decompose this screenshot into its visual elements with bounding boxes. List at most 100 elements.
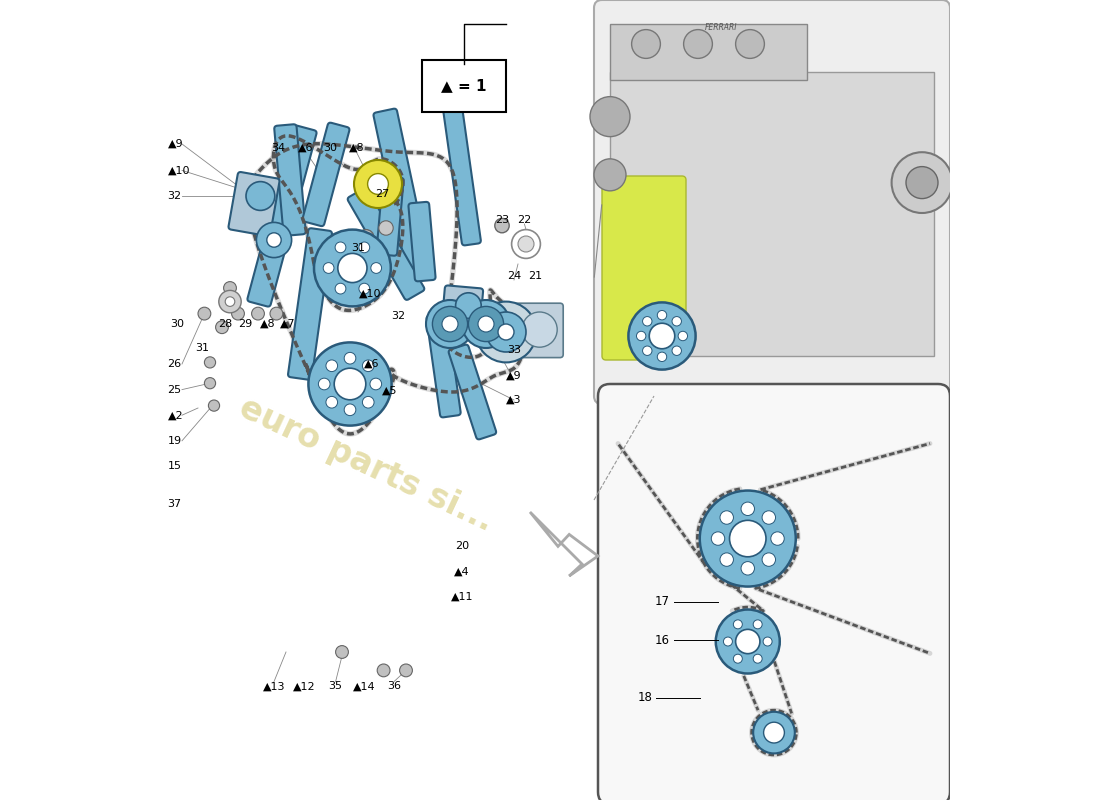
Circle shape bbox=[763, 637, 772, 646]
FancyBboxPatch shape bbox=[348, 188, 425, 300]
Circle shape bbox=[754, 712, 795, 754]
Text: 16: 16 bbox=[654, 634, 670, 646]
Circle shape bbox=[672, 317, 681, 326]
Text: 21: 21 bbox=[528, 271, 542, 281]
Text: ▲9: ▲9 bbox=[167, 139, 184, 149]
Circle shape bbox=[354, 160, 402, 208]
Text: ▲3: ▲3 bbox=[506, 395, 521, 405]
FancyBboxPatch shape bbox=[441, 286, 483, 338]
Circle shape bbox=[326, 360, 338, 371]
Circle shape bbox=[256, 222, 292, 258]
Circle shape bbox=[724, 637, 733, 646]
Circle shape bbox=[712, 532, 725, 546]
Circle shape bbox=[308, 342, 392, 426]
Text: ▲10: ▲10 bbox=[167, 166, 190, 175]
Circle shape bbox=[344, 404, 355, 416]
Text: 34: 34 bbox=[271, 143, 285, 153]
Circle shape bbox=[223, 282, 236, 294]
Text: FERRARI: FERRARI bbox=[705, 23, 737, 33]
FancyBboxPatch shape bbox=[602, 176, 686, 360]
Text: 25: 25 bbox=[167, 385, 182, 394]
Text: 17: 17 bbox=[654, 595, 670, 608]
FancyBboxPatch shape bbox=[408, 202, 436, 282]
Text: ▲8: ▲8 bbox=[349, 143, 364, 153]
Circle shape bbox=[683, 30, 713, 58]
Circle shape bbox=[378, 221, 393, 235]
Circle shape bbox=[252, 307, 264, 320]
FancyBboxPatch shape bbox=[505, 303, 563, 358]
Circle shape bbox=[762, 553, 776, 566]
Text: 35: 35 bbox=[329, 682, 342, 691]
Circle shape bbox=[358, 230, 374, 246]
Circle shape bbox=[672, 346, 681, 355]
Circle shape bbox=[371, 262, 382, 274]
Polygon shape bbox=[530, 512, 598, 576]
Circle shape bbox=[754, 620, 762, 629]
Circle shape bbox=[205, 378, 216, 389]
Circle shape bbox=[734, 654, 742, 663]
Circle shape bbox=[678, 331, 688, 341]
Text: ▲14: ▲14 bbox=[353, 682, 376, 691]
Circle shape bbox=[658, 310, 667, 320]
Circle shape bbox=[594, 159, 626, 191]
Circle shape bbox=[741, 502, 755, 515]
FancyBboxPatch shape bbox=[248, 126, 317, 306]
Text: ▲12: ▲12 bbox=[293, 682, 316, 691]
Text: 33: 33 bbox=[507, 346, 521, 355]
Circle shape bbox=[631, 30, 660, 58]
Circle shape bbox=[649, 323, 674, 349]
FancyBboxPatch shape bbox=[376, 176, 404, 256]
Circle shape bbox=[455, 293, 481, 318]
FancyBboxPatch shape bbox=[594, 0, 950, 404]
Circle shape bbox=[216, 321, 229, 334]
Circle shape bbox=[232, 307, 244, 320]
Text: ▲7: ▲7 bbox=[279, 319, 295, 329]
Text: 24: 24 bbox=[507, 271, 521, 281]
Text: 37: 37 bbox=[167, 499, 182, 509]
Text: 31: 31 bbox=[196, 343, 210, 353]
Text: ▲13: ▲13 bbox=[263, 682, 285, 691]
Circle shape bbox=[518, 236, 534, 252]
Circle shape bbox=[700, 490, 795, 586]
Circle shape bbox=[359, 283, 370, 294]
Circle shape bbox=[495, 218, 509, 233]
Circle shape bbox=[771, 532, 784, 546]
Circle shape bbox=[334, 368, 366, 400]
Text: 29: 29 bbox=[238, 319, 252, 329]
Circle shape bbox=[336, 242, 345, 253]
Circle shape bbox=[712, 502, 784, 574]
Circle shape bbox=[367, 174, 388, 194]
Circle shape bbox=[736, 630, 760, 654]
Circle shape bbox=[763, 722, 784, 743]
Circle shape bbox=[462, 300, 510, 348]
Text: 32: 32 bbox=[390, 311, 405, 321]
Circle shape bbox=[658, 352, 667, 362]
Text: ▲2: ▲2 bbox=[167, 410, 184, 420]
FancyBboxPatch shape bbox=[598, 384, 950, 800]
Circle shape bbox=[426, 300, 474, 348]
Circle shape bbox=[359, 242, 370, 253]
Text: 30: 30 bbox=[170, 319, 184, 329]
Circle shape bbox=[637, 331, 646, 341]
Circle shape bbox=[762, 510, 776, 524]
Text: ▲11: ▲11 bbox=[451, 592, 473, 602]
Text: ▲5: ▲5 bbox=[383, 386, 398, 395]
Circle shape bbox=[362, 397, 374, 408]
Circle shape bbox=[478, 316, 494, 332]
Circle shape bbox=[219, 290, 241, 313]
Circle shape bbox=[399, 664, 412, 677]
Text: 28: 28 bbox=[218, 319, 232, 329]
Circle shape bbox=[475, 302, 537, 362]
FancyBboxPatch shape bbox=[427, 314, 461, 418]
Circle shape bbox=[208, 400, 220, 411]
FancyBboxPatch shape bbox=[229, 172, 279, 236]
Circle shape bbox=[314, 230, 390, 306]
FancyBboxPatch shape bbox=[449, 345, 496, 439]
Text: ▲6: ▲6 bbox=[298, 143, 314, 153]
Circle shape bbox=[362, 360, 374, 371]
Text: ▲4: ▲4 bbox=[454, 566, 470, 576]
Text: 36: 36 bbox=[387, 682, 402, 691]
Text: ▲10: ▲10 bbox=[359, 289, 382, 298]
Circle shape bbox=[270, 307, 283, 320]
Circle shape bbox=[498, 324, 514, 340]
